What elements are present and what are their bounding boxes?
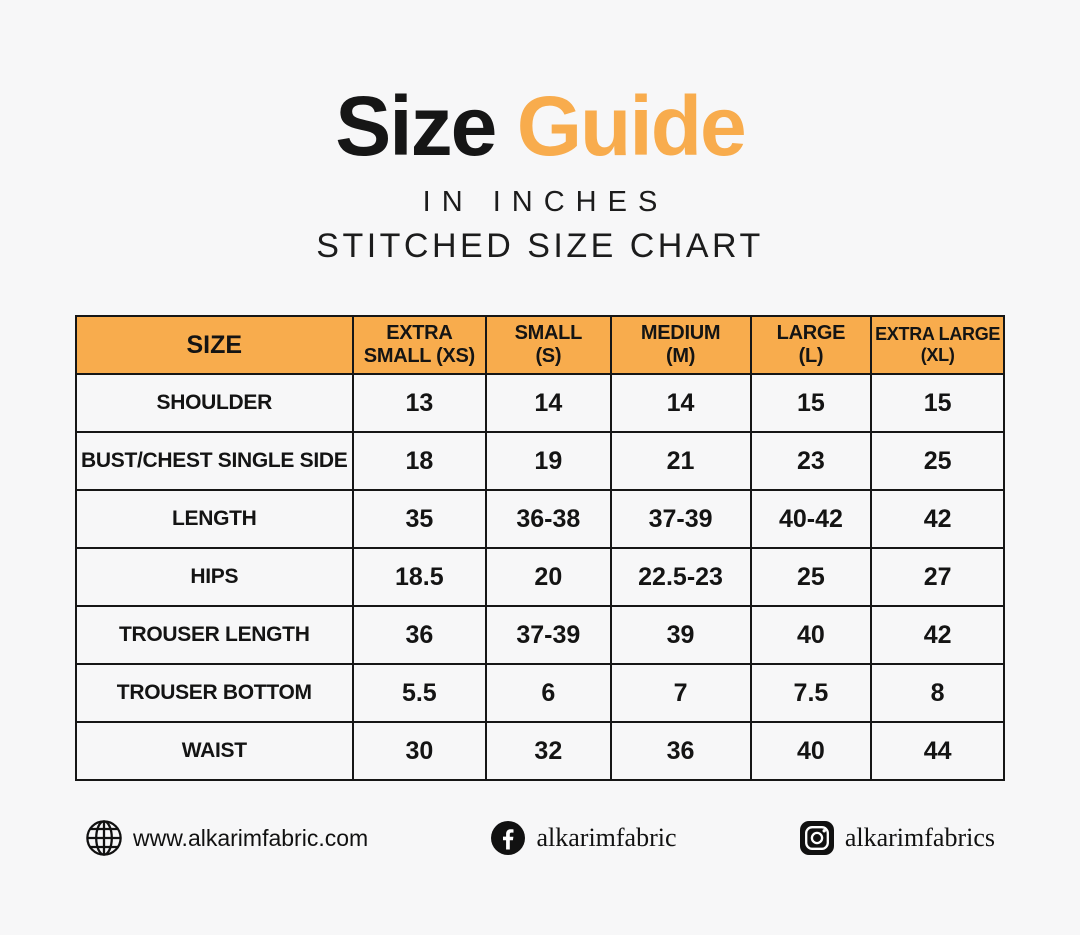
row-label: SHOULDER xyxy=(75,373,354,433)
cell-value: 40 xyxy=(749,605,873,665)
cell-value: 42 xyxy=(870,605,1005,665)
table-row-waist: WAIST 30 32 36 40 44 xyxy=(75,721,1005,781)
footer: www.alkarimfabric.com alkarimfabric xyxy=(0,816,1080,860)
row-label: TROUSER LENGTH xyxy=(75,605,354,665)
cell-value: 14 xyxy=(485,373,612,433)
size-chart-table: SIZE EXTRA SMALL (XS) SMALL (S) MEDIUM (… xyxy=(75,315,1005,781)
globe-icon xyxy=(85,819,123,857)
cell-value: 15 xyxy=(749,373,873,433)
cell-value: 15 xyxy=(870,373,1005,433)
cell-value: 42 xyxy=(870,489,1005,549)
footer-instagram: alkarimfabrics xyxy=(799,820,995,856)
cell-value: 22.5-23 xyxy=(609,547,752,607)
cell-value: 18 xyxy=(351,431,488,491)
instagram-icon xyxy=(799,820,835,856)
cell-value: 8 xyxy=(870,663,1005,723)
facebook-handle: alkarimfabric xyxy=(536,823,677,852)
header: Size Guide IN INCHES STITCHED SIZE CHART xyxy=(0,84,1080,266)
cell-value: 14 xyxy=(609,373,752,433)
cell-value: 18.5 xyxy=(351,547,488,607)
cell-value: 36 xyxy=(609,721,752,781)
cell-value: 39 xyxy=(609,605,752,665)
cell-value: 6 xyxy=(485,663,612,723)
row-label: WAIST xyxy=(75,721,354,781)
cell-value: 35 xyxy=(351,489,488,549)
column-header-extra-small: EXTRA SMALL (XS) xyxy=(351,315,488,375)
cell-value: 40 xyxy=(749,721,873,781)
facebook-icon xyxy=(490,820,526,856)
column-header-large: LARGE (L) xyxy=(749,315,873,375)
table-row-hips: HIPS 18.5 20 22.5-23 25 27 xyxy=(75,547,1005,607)
cell-value: 32 xyxy=(485,721,612,781)
cell-value: 30 xyxy=(351,721,488,781)
cell-value: 25 xyxy=(749,547,873,607)
page-title: Size Guide xyxy=(0,84,1080,168)
subtitle-in-inches: IN INCHES xyxy=(422,186,669,218)
column-header-extra-large: EXTRA LARGE (XL) xyxy=(870,315,1005,375)
table-row-trouser-bottom: TROUSER BOTTOM 5.5 6 7 7.5 8 xyxy=(75,663,1005,723)
cell-value: 36-38 xyxy=(485,489,612,549)
cell-value: 37-39 xyxy=(609,489,752,549)
table-row-shoulder: SHOULDER 13 14 14 15 15 xyxy=(75,373,1005,433)
table-row: SIZE EXTRA SMALL (XS) SMALL (S) MEDIUM (… xyxy=(75,315,1005,375)
cell-value: 21 xyxy=(609,431,752,491)
instagram-handle: alkarimfabrics xyxy=(844,823,995,852)
page-title-guide: Guide xyxy=(516,79,747,173)
cell-value: 7 xyxy=(609,663,752,723)
column-header-size: SIZE xyxy=(75,315,354,375)
cell-value: 19 xyxy=(485,431,612,491)
column-header-small: SMALL (S) xyxy=(485,315,612,375)
cell-value: 20 xyxy=(485,547,612,607)
row-label: TROUSER BOTTOM xyxy=(75,663,354,723)
cell-value: 5.5 xyxy=(351,663,488,723)
page-title-size: Size xyxy=(335,79,497,173)
cell-value: 44 xyxy=(870,721,1005,781)
cell-value: 27 xyxy=(870,547,1005,607)
row-label: HIPS xyxy=(75,547,354,607)
website-url: www.alkarimfabric.com xyxy=(133,824,369,851)
cell-value: 7.5 xyxy=(749,663,873,723)
table-row-trouser-length: TROUSER LENGTH 36 37-39 39 40 42 xyxy=(75,605,1005,665)
table-row-bust-chest: BUST/CHEST SINGLE SIDE 18 19 21 23 25 xyxy=(75,431,1005,491)
row-label: LENGTH xyxy=(75,489,354,549)
cell-value: 36 xyxy=(351,605,488,665)
cell-value: 37-39 xyxy=(485,605,612,665)
cell-value: 25 xyxy=(870,431,1005,491)
column-header-medium: MEDIUM (M) xyxy=(609,315,752,375)
footer-website: www.alkarimfabric.com xyxy=(85,819,368,857)
cell-value: 23 xyxy=(749,431,873,491)
footer-facebook: alkarimfabric xyxy=(490,820,677,856)
cell-value: 40-42 xyxy=(749,489,873,549)
table-header-row: SIZE EXTRA SMALL (XS) SMALL (S) MEDIUM (… xyxy=(75,315,1005,375)
table-row-length: LENGTH 35 36-38 37-39 40-42 42 xyxy=(75,489,1005,549)
subtitle-stitched-size-chart: STITCHED SIZE CHART xyxy=(316,227,764,265)
row-label: BUST/CHEST SINGLE SIDE xyxy=(75,431,354,491)
cell-value: 13 xyxy=(351,373,488,433)
